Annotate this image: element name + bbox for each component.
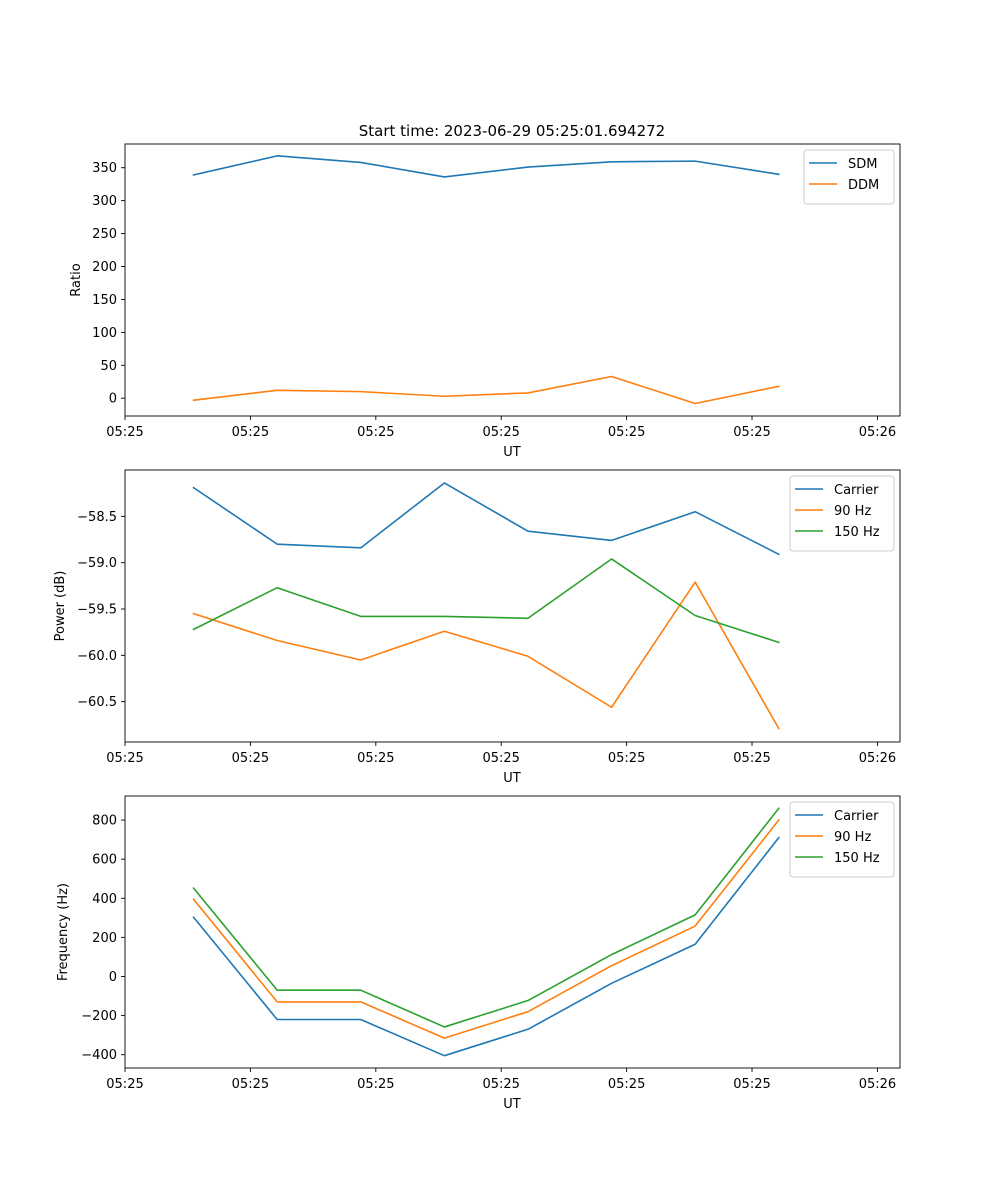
power-legend-item-90-hz: 90 Hz <box>795 504 871 519</box>
power-y-tick-label: −60.5 <box>77 695 117 710</box>
power-x-tick-label: 05:25 <box>608 751 645 766</box>
ratio-legend-item-ddm: DDM <box>809 178 879 193</box>
ratio-x-tick-label: 05:25 <box>357 425 394 440</box>
power-panel: 05:25 05:25 05:25 05:25 05:25 05:25 05:26 −58.5… <box>53 469 901 786</box>
power-y-tick-label: −58.5 <box>77 510 117 525</box>
frequency-y-tick-label: 0 <box>109 970 117 985</box>
frequency-x-tick-label: 05:25 <box>232 1077 269 1092</box>
frequency-legend-box <box>789 801 895 878</box>
ratio-y-axis-label: Ratio <box>69 263 84 296</box>
power-series-150-hz-line <box>192 558 780 644</box>
frequency-series-150-hz-line <box>192 807 780 1028</box>
frequency-series-90-hz-line <box>192 818 780 1039</box>
power-legend-box <box>789 475 895 552</box>
ratio-y-tick-label: 100 <box>92 326 117 341</box>
frequency-x-tick-label: 05:26 <box>859 1077 896 1092</box>
power-x-tick-label: 05:25 <box>106 751 143 766</box>
frequency-x-tick-label: 05:25 <box>733 1077 770 1092</box>
frequency-x-axis-label: UT <box>503 1097 521 1112</box>
power-y-tick-label: −59.5 <box>77 603 117 618</box>
ratio-y-tick-label: 250 <box>92 227 117 242</box>
frequency-y-tick-label: 400 <box>92 892 117 907</box>
frequency-y-tick-label: 800 <box>92 814 117 829</box>
frequency-x-tick-label: 05:25 <box>106 1077 143 1092</box>
ratio-y-tick-label: 200 <box>92 260 117 275</box>
power-x-tick-label: 05:25 <box>733 751 770 766</box>
frequency-legend: Carrier 90 Hz 150 Hz <box>789 801 895 878</box>
power-legend-label-90-hz: 90 Hz <box>834 504 871 519</box>
power-x-axis-label: UT <box>503 771 521 786</box>
ratio-x-tick-label: 05:25 <box>482 425 519 440</box>
power-y-axis-label: Power (dB) <box>53 571 68 642</box>
ratio-legend-item-sdm: SDM <box>809 157 877 172</box>
frequency-legend-label-90-hz: 90 Hz <box>834 830 871 845</box>
frequency-x-tick-label: 05:25 <box>357 1077 394 1092</box>
power-series-90-hz-line <box>192 581 780 730</box>
power-x-tick-label: 05:25 <box>232 751 269 766</box>
power-x-tick-label: 05:25 <box>357 751 394 766</box>
frequency-x-tick-label: 05:25 <box>482 1077 519 1092</box>
ratio-y-tick-label: 50 <box>100 359 117 374</box>
power-legend-label-150-hz: 150 Hz <box>834 525 880 540</box>
ratio-panel: 05:25 05:25 05:25 05:25 05:25 05:25 05:26 0 50 10… <box>69 143 901 460</box>
ratio-legend-label-ddm: DDM <box>848 178 879 193</box>
ratio-y-tick-label: 300 <box>92 194 117 209</box>
frequency-legend-item-150-hz: 150 Hz <box>795 851 880 866</box>
ratio-series-sdm-line <box>192 155 780 178</box>
ratio-y-tick-label: 150 <box>92 293 117 308</box>
frequency-legend-label-carrier: Carrier <box>834 809 879 824</box>
frequency-y-tick-label: −200 <box>81 1009 117 1024</box>
frequency-x-tick-label: 05:25 <box>608 1077 645 1092</box>
figure-title: Start time: 2023-06-29 05:25:01.694272 <box>359 122 665 140</box>
ratio-x-tick-label: 05:25 <box>232 425 269 440</box>
power-legend-item-carrier: Carrier <box>795 483 879 498</box>
ratio-x-tick-label: 05:25 <box>106 425 143 440</box>
frequency-y-tick-label: −400 <box>81 1048 117 1063</box>
frequency-legend-item-90-hz: 90 Hz <box>795 830 871 845</box>
ratio-x-tick-label: 05:26 <box>859 425 896 440</box>
ratio-series-ddm-line <box>192 375 780 405</box>
frequency-y-tick-label: 200 <box>92 931 117 946</box>
frequency-y-tick-label: 600 <box>92 853 117 868</box>
power-legend: Carrier 90 Hz 150 Hz <box>789 475 895 552</box>
frequency-series-carrier-line <box>192 836 780 1057</box>
power-y-tick-label: −60.0 <box>77 649 117 664</box>
power-x-tick-label: 05:26 <box>859 751 896 766</box>
frequency-legend-item-carrier: Carrier <box>795 809 879 824</box>
ratio-x-axis-label: UT <box>503 445 521 460</box>
ratio-legend-label-sdm: SDM <box>848 157 877 172</box>
ratio-y-tick-label: 350 <box>92 161 117 176</box>
ratio-y-tick-label: 0 <box>109 392 117 407</box>
power-legend-item-150-hz: 150 Hz <box>795 525 880 540</box>
frequency-y-axis-label: Frequency (Hz) <box>56 883 71 981</box>
ratio-x-tick-label: 05:25 <box>608 425 645 440</box>
power-legend-label-carrier: Carrier <box>834 483 879 498</box>
frequency-panel: 05:25 05:25 05:25 05:25 05:25 05:25 05:26 −400 −… <box>56 795 901 1112</box>
ratio-legend: SDM DDM <box>803 149 895 205</box>
power-series-carrier-line <box>192 482 780 556</box>
ratio-x-tick-label: 05:25 <box>733 425 770 440</box>
frequency-legend-label-150-hz: 150 Hz <box>834 851 880 866</box>
power-x-tick-label: 05:25 <box>482 751 519 766</box>
power-axes-frame <box>124 469 901 743</box>
ratio-axes-frame <box>124 143 901 417</box>
frequency-axes-frame <box>124 795 901 1069</box>
power-y-tick-label: −59.0 <box>77 556 117 571</box>
